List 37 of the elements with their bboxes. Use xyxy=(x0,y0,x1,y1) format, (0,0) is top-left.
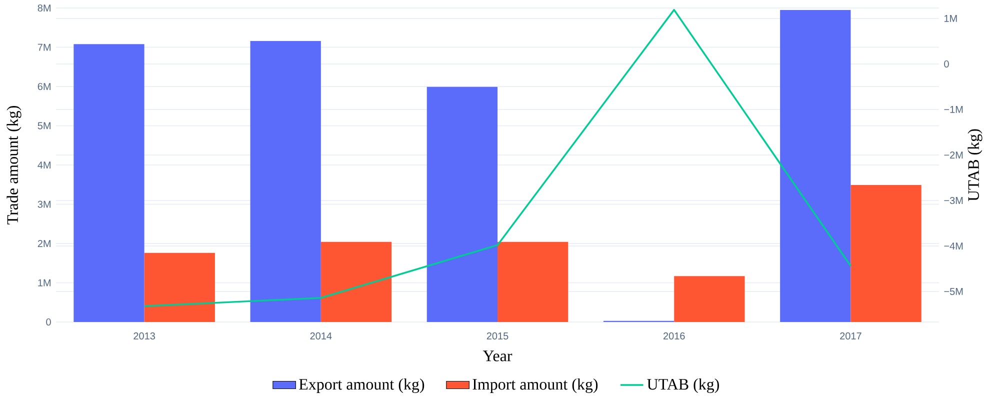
x-tick-label: 2015 xyxy=(486,332,508,340)
y-tick-label: 1M xyxy=(38,279,50,286)
bar xyxy=(780,10,851,322)
y-tick-label: 7M xyxy=(38,44,50,51)
line-series xyxy=(143,8,852,307)
legend-label: Export amount (kg) xyxy=(299,378,424,393)
y2-tick-label: −3M xyxy=(944,196,963,204)
legend-label: UTAB (kg) xyxy=(647,378,719,393)
x-axis-title: Year xyxy=(482,350,512,362)
y-tick-label: 6M xyxy=(38,82,50,90)
legend-label: Import amount (kg) xyxy=(472,378,598,393)
y2-tick-label: −2M xyxy=(944,152,963,158)
bar xyxy=(144,252,215,322)
bar xyxy=(498,242,568,322)
y2-tick-label: −1M xyxy=(944,106,963,113)
bar xyxy=(850,185,922,322)
y-tick-label: 3M xyxy=(38,200,50,208)
y2-tick-label: 0 xyxy=(944,60,949,68)
x-tick-label: 2014 xyxy=(310,332,332,340)
bar xyxy=(250,40,321,322)
y-tick-label: 2M xyxy=(38,240,50,247)
y-tick-label: 0 xyxy=(46,318,51,326)
y-tick-label: 8M xyxy=(38,4,50,12)
y-tick-label: 5M xyxy=(38,122,50,130)
y2-axis-title: UTAB (kg) xyxy=(968,129,982,202)
bar xyxy=(674,276,745,322)
bar xyxy=(320,242,392,322)
x-tick-label: 2017 xyxy=(840,332,862,340)
y-tick-label: 4M xyxy=(38,162,50,168)
bar xyxy=(74,44,144,322)
bar xyxy=(426,86,498,322)
x-tick-label: 2013 xyxy=(134,332,155,340)
y2-tick-label: −4M xyxy=(944,242,963,250)
y2-tick-label: 1M xyxy=(944,15,957,22)
x-tick-label: 2016 xyxy=(663,332,685,340)
y-axis-title: Trade amount (kg) xyxy=(6,106,22,224)
y2-tick-label: −5M xyxy=(944,288,963,296)
